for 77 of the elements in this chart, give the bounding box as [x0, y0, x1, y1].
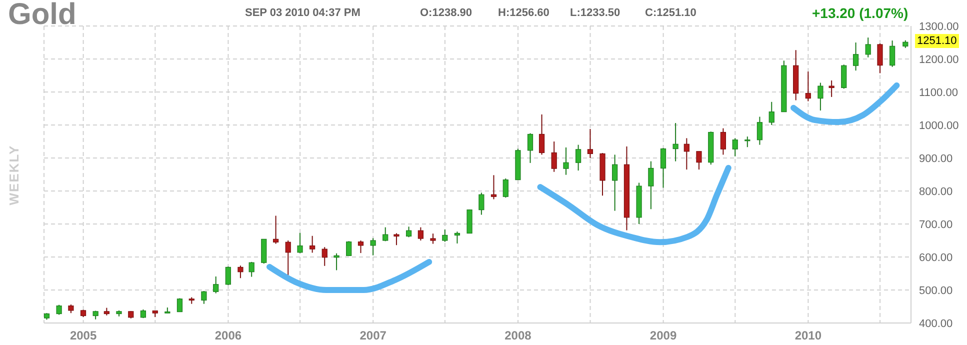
candlestick — [334, 252, 340, 271]
candlestick — [213, 276, 219, 294]
candlestick — [744, 136, 750, 148]
candlestick — [225, 266, 231, 286]
text: +13.20 (1.07%) — [812, 5, 908, 21]
text: L:1233.50 — [570, 7, 620, 19]
candlestick — [684, 138, 690, 170]
y-tick-label: 1000.00 — [919, 120, 959, 132]
x-tick-label: 2007 — [360, 328, 387, 343]
candlestick — [828, 80, 834, 98]
candlestick — [322, 246, 328, 266]
candlestick — [768, 101, 774, 126]
candlestick — [612, 154, 618, 212]
candlestick — [720, 128, 726, 156]
candlestick — [201, 290, 207, 304]
x-tick-label: 2006 — [214, 328, 242, 343]
text: C:1251.10 — [645, 7, 696, 19]
candlestick — [696, 150, 702, 170]
candlestick — [394, 232, 400, 246]
candlestick — [176, 298, 183, 312]
candlestick — [297, 232, 303, 254]
text: 1251.10 — [915, 34, 959, 48]
candlestick — [805, 71, 811, 102]
candlestick — [238, 265, 244, 279]
candlestick — [466, 208, 472, 234]
candlestick — [430, 233, 436, 244]
candlestick — [248, 261, 254, 278]
text: O:1238.90 — [420, 7, 472, 19]
candlestick — [502, 178, 508, 198]
candlestick — [56, 304, 62, 316]
y-tick-label: 800.00 — [919, 186, 953, 198]
candlestick — [841, 64, 847, 90]
candlestick — [538, 114, 545, 156]
candlestick — [285, 240, 291, 276]
candlestick — [575, 144, 582, 172]
chart-title: Gold — [8, 0, 76, 32]
x-tick-label: 2005 — [70, 328, 97, 343]
chart-subtitle: SEP 03 2010 04:37 PM — [245, 7, 360, 19]
candlestick — [527, 132, 534, 164]
y-tick-label: 500.00 — [919, 284, 953, 297]
candlestick — [272, 215, 279, 244]
candlestick — [382, 226, 388, 242]
candlestick — [490, 174, 497, 200]
candlestick — [442, 229, 448, 242]
candlestick — [660, 148, 666, 188]
y-tick-label: 1100.00 — [919, 86, 958, 99]
text: H:1256.60 — [498, 7, 550, 19]
candlestick — [346, 240, 352, 257]
y-tick-label: 600.00 — [919, 252, 953, 264]
candlestick — [672, 122, 678, 162]
y-tick-label: 700.00 — [919, 218, 953, 231]
x-tick-label: 2009 — [650, 328, 677, 343]
y-tick-label: 900.00 — [919, 152, 953, 165]
candlestick — [261, 238, 267, 264]
candlestick — [454, 231, 460, 244]
candlestick — [852, 42, 859, 72]
candlestick — [551, 141, 557, 172]
candlestick — [310, 235, 316, 254]
y-tick-label: 400.00 — [919, 318, 953, 330]
x-tick-label: 2010 — [794, 328, 822, 343]
candlestick — [890, 40, 896, 68]
candlestick — [418, 226, 424, 241]
candlestick — [478, 192, 484, 216]
x-tick-label: 2008 — [504, 328, 532, 343]
candlestick — [587, 128, 593, 158]
candlestick — [756, 116, 763, 146]
candlestick — [358, 240, 364, 254]
candlestick — [865, 37, 871, 58]
candlestick — [877, 42, 883, 74]
candlestick — [406, 226, 412, 238]
candlestick — [648, 160, 654, 210]
candlestick — [818, 82, 824, 111]
candlestick — [732, 138, 738, 157]
y-tick-label: 1300.00 — [919, 20, 959, 33]
candlestick — [370, 238, 376, 256]
candlestick — [563, 146, 569, 176]
y-tick-label: 1200.00 — [919, 54, 959, 66]
